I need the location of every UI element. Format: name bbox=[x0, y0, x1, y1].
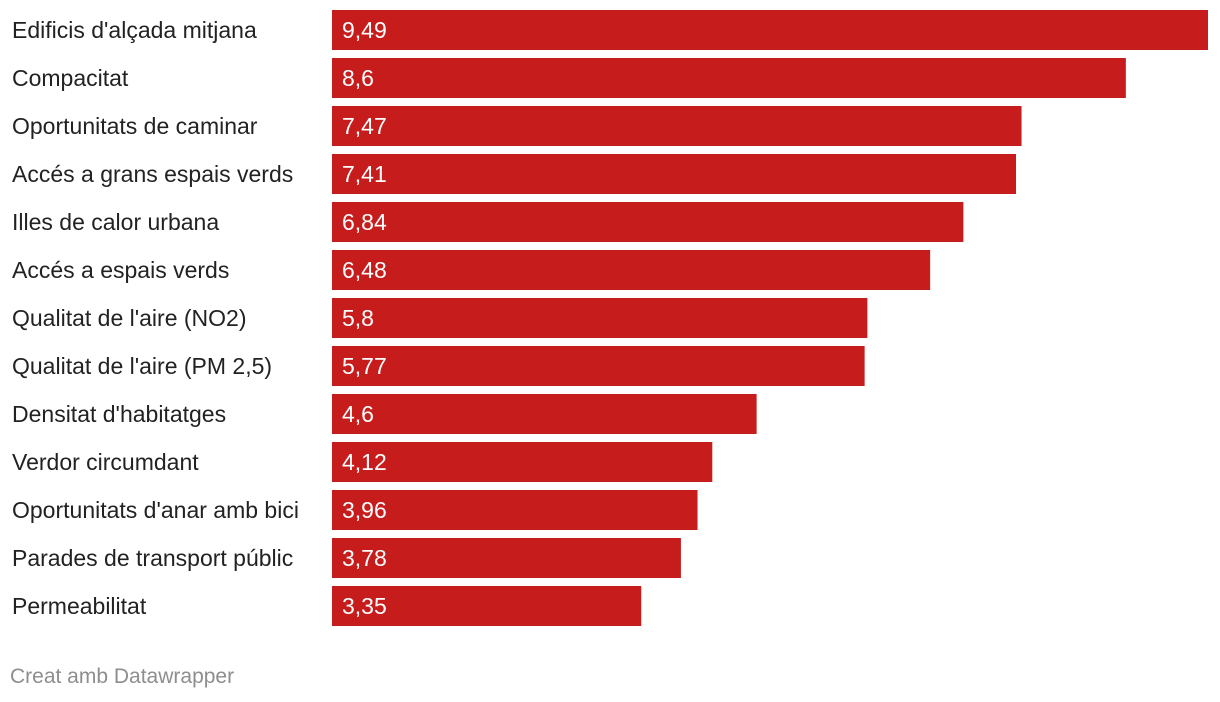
bar bbox=[332, 10, 1208, 50]
bar-row: Edificis d'alçada mitjana 9,49 bbox=[12, 10, 1208, 50]
bar bbox=[332, 394, 757, 434]
category-label: Accés a espais verds bbox=[12, 257, 229, 283]
bar bbox=[332, 154, 1016, 194]
category-label: Compacitat bbox=[12, 65, 129, 91]
value-label: 6,84 bbox=[342, 209, 387, 235]
bar bbox=[332, 202, 964, 242]
value-label: 7,41 bbox=[342, 161, 387, 187]
value-label: 3,35 bbox=[342, 593, 387, 619]
category-label: Qualitat de l'aire (PM 2,5) bbox=[12, 353, 272, 379]
bar-row: Illes de calor urbana 6,84 bbox=[12, 202, 964, 242]
bar-row: Qualitat de l'aire (NO2) 5,8 bbox=[12, 298, 868, 338]
bar bbox=[332, 250, 931, 290]
bar-row: Oportunitats de caminar 7,47 bbox=[12, 106, 1022, 146]
bar bbox=[332, 586, 642, 626]
bar-chart: Edificis d'alçada mitjana 9,49 Compacitat 8… bbox=[12, 10, 1208, 626]
category-label: Oportunitats d'anar amb bici bbox=[12, 497, 299, 523]
value-label: 4,6 bbox=[342, 401, 374, 427]
value-label: 5,8 bbox=[342, 305, 374, 331]
value-label: 6,48 bbox=[342, 257, 387, 283]
category-label: Accés a grans espais verds bbox=[12, 161, 293, 187]
bar-row: Oportunitats d'anar amb bici 3,96 bbox=[12, 490, 698, 530]
category-label: Permeabilitat bbox=[12, 593, 147, 619]
value-label: 9,49 bbox=[342, 17, 387, 43]
bar-row: Verdor circumdant 4,12 bbox=[12, 442, 713, 482]
datawrapper-credit[interactable]: Creat amb Datawrapper bbox=[10, 665, 235, 688]
category-label: Edificis d'alçada mitjana bbox=[12, 17, 257, 43]
bar-row: Densitat d'habitatges 4,6 bbox=[12, 394, 757, 434]
bar-row: Accés a espais verds 6,48 bbox=[12, 250, 931, 290]
bar bbox=[332, 298, 868, 338]
bar bbox=[332, 538, 681, 578]
bar bbox=[332, 58, 1126, 98]
bar-row: Accés a grans espais verds 7,41 bbox=[12, 154, 1016, 194]
category-label: Qualitat de l'aire (NO2) bbox=[12, 305, 246, 331]
value-label: 4,12 bbox=[342, 449, 387, 475]
bar-row: Parades de transport públic 3,78 bbox=[12, 538, 681, 578]
bar-row: Permeabilitat 3,35 bbox=[12, 586, 642, 626]
bar bbox=[332, 442, 713, 482]
bar-row: Qualitat de l'aire (PM 2,5) 5,77 bbox=[12, 346, 865, 386]
value-label: 8,6 bbox=[342, 65, 374, 91]
value-label: 3,78 bbox=[342, 545, 387, 571]
category-label: Parades de transport públic bbox=[12, 545, 293, 571]
value-label: 3,96 bbox=[342, 497, 387, 523]
value-label: 7,47 bbox=[342, 113, 387, 139]
bar bbox=[332, 490, 698, 530]
bar-row: Compacitat 8,6 bbox=[12, 58, 1126, 98]
value-label: 5,77 bbox=[342, 353, 387, 379]
bar bbox=[332, 106, 1022, 146]
category-label: Oportunitats de caminar bbox=[12, 113, 258, 139]
bar bbox=[332, 346, 865, 386]
category-label: Illes de calor urbana bbox=[12, 209, 219, 235]
category-label: Verdor circumdant bbox=[12, 449, 199, 475]
category-label: Densitat d'habitatges bbox=[12, 401, 226, 427]
